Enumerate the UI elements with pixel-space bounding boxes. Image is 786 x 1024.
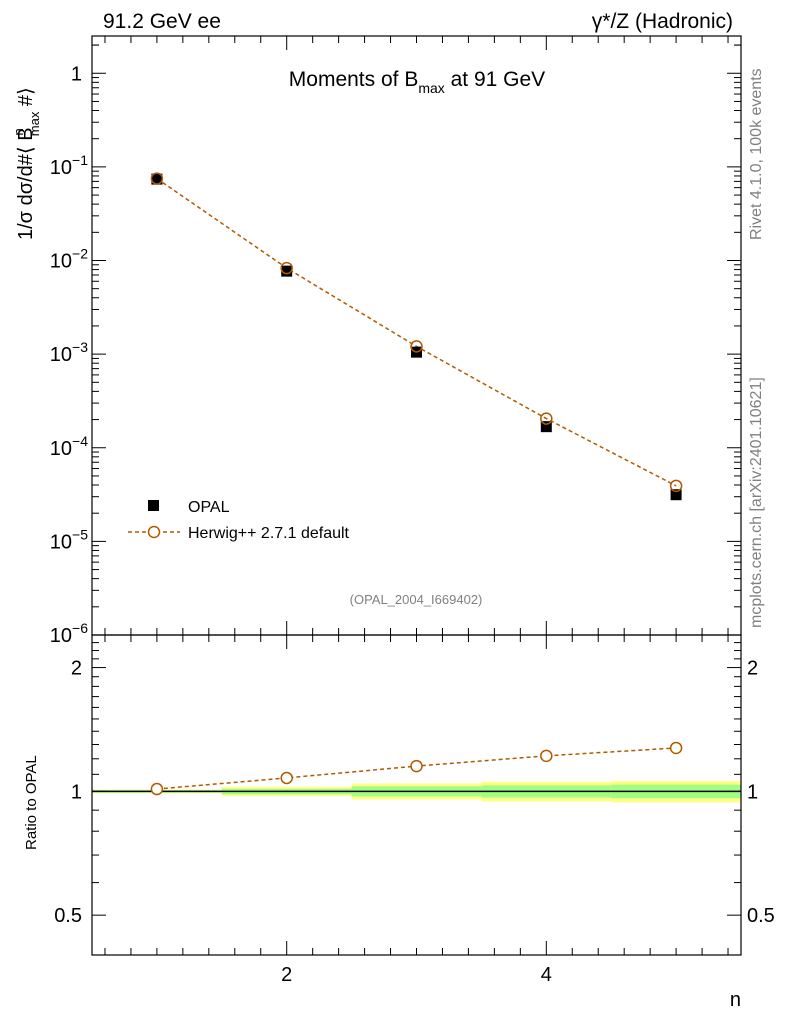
legend-opal-marker	[148, 500, 159, 511]
rivet-version-label: Rivet 4.1.0, 100k events	[748, 68, 765, 240]
chart-title: Moments of Bmax at 91 GeV	[289, 68, 545, 96]
x-tick-label: 4	[541, 964, 552, 986]
process-label: γ*/Z (Hadronic)	[592, 10, 733, 33]
herwig-point	[540, 412, 553, 425]
herwig-point	[410, 340, 423, 353]
herwig-point	[150, 172, 164, 185]
herwig-line	[156, 177, 677, 487]
herwig-ratio-point	[150, 782, 164, 796]
ratio-series	[150, 741, 683, 796]
energy-label: 91.2 GeV ee	[103, 10, 221, 33]
main-panel: 1 10−1 10−2 10−3 10−4 10−5 10−6 Moments of Bma…	[11, 35, 742, 647]
x-tick-label: 2	[281, 964, 292, 986]
main-frame	[91, 35, 742, 636]
opal-point	[281, 265, 293, 277]
analysis-id-label: (OPAL_2004_I669402)	[350, 592, 483, 607]
legend: OPAL Herwig++ 2.7.1 default	[128, 499, 350, 542]
ratio-axes: 2 2 1 1 0.5 0.5 2 4	[54, 634, 775, 986]
herwig-ratio-point	[669, 741, 683, 755]
ratio-y-axis-label: Ratio to OPAL	[23, 755, 40, 850]
herwig-point	[280, 261, 293, 275]
ratio-panel: 2 2 1 1 0.5 0.5 2 4 Ratio to OPAL n	[23, 634, 775, 1011]
y-tick-label: 10−3	[50, 339, 88, 366]
y-tick-label: 10−6	[50, 620, 88, 647]
herwig-ratio-point	[280, 771, 293, 785]
legend-opal-label: OPAL	[188, 499, 230, 516]
herwig-ratio-point	[410, 759, 423, 773]
y-tick-label: 10−5	[50, 526, 88, 553]
y-tick-label: 10−1	[50, 152, 88, 179]
opal-point	[670, 489, 682, 501]
y-tick-label: 10−4	[50, 433, 88, 460]
herwig-point	[669, 479, 683, 493]
legend-herwig-label: Herwig++ 2.7.1 default	[188, 525, 350, 542]
ratio-y-tick-label-right: 2	[747, 658, 758, 680]
ratio-y-tick-label: 1	[71, 781, 82, 803]
herwig-ratio-point	[540, 749, 553, 763]
mcplots-label: mcplots.cern.ch [arXiv:2401.10621]	[748, 377, 765, 628]
ratio-y-tick-label: 2	[71, 658, 82, 680]
x-axis-label: n	[730, 989, 741, 1011]
opal-point	[540, 421, 552, 433]
y-tick-label: 1	[71, 63, 82, 85]
ratio-y-tick-label: 0.5	[54, 905, 82, 927]
opal-point	[151, 173, 163, 185]
main-axes: 1 10−1 10−2 10−3 10−4 10−5 10−6	[50, 35, 742, 647]
y-axis-label: 1/σ dσ/d#⟨ Bnmax #⟩	[11, 87, 42, 240]
ratio-y-tick-label-right: 1	[747, 781, 758, 803]
ratio-y-tick-label-right: 0.5	[747, 905, 775, 927]
main-series	[150, 172, 683, 501]
y-tick-label: 10−2	[50, 246, 88, 273]
legend-herwig-marker	[147, 525, 161, 539]
